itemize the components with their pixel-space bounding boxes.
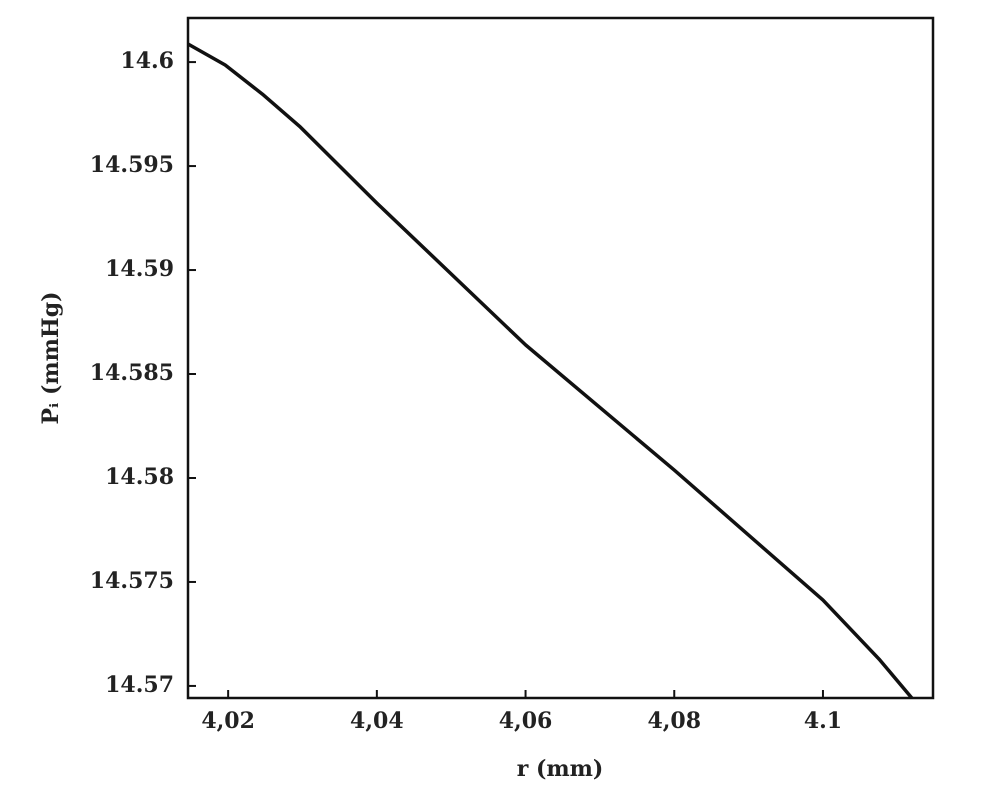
data-line (187, 42, 914, 700)
x-tick-label: 4,06 (499, 708, 553, 734)
x-tick-label: 4,02 (201, 708, 255, 734)
y-tick-label: 14.595 (90, 152, 174, 178)
plot-frame (186, 16, 935, 700)
x-tick-label: 4.1 (804, 708, 842, 734)
x-tick-label: 4,08 (647, 708, 701, 734)
y-tick-label: 14.6 (120, 48, 174, 74)
x-axis-label: r (mm) (517, 756, 604, 782)
y-tick-label: 14.585 (90, 360, 174, 386)
x-tick-label: 4,04 (350, 708, 404, 734)
y-axis-label: Pᵢ (mmHg) (38, 291, 64, 424)
y-tick-label: 14.58 (105, 464, 174, 490)
y-tick-label: 14.59 (105, 256, 174, 282)
y-tick-label: 14.57 (105, 672, 174, 698)
y-tick-label: 14.575 (90, 568, 174, 594)
